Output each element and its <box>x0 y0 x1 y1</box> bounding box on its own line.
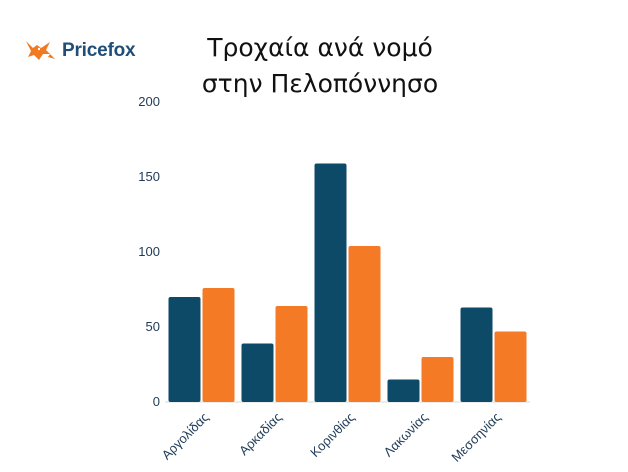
chart-title-line-1: Τροχαία ανά νομό <box>207 33 433 62</box>
y-tick-label: 150 <box>138 169 160 184</box>
brand-name: Pricefox <box>62 40 136 61</box>
bar-series-1-1 <box>168 297 201 402</box>
x-tick-label: Αργολίδας <box>159 410 212 463</box>
bar-series-1-5 <box>460 307 493 402</box>
bar-series-1-4 <box>387 379 420 402</box>
bar-series-2-3 <box>348 246 381 402</box>
x-tick-label: Μεσσηνίας <box>448 410 503 465</box>
bar-series-2-5 <box>494 331 527 402</box>
x-tick-label: Κορινθίας <box>307 410 358 461</box>
chart-title-line-2: στην Πελοπόννησο <box>201 69 439 98</box>
fox-icon <box>26 41 55 60</box>
y-tick-label: 0 <box>153 394 160 409</box>
chart-title: Τροχαία ανά νομό στην Πελοπόννησο <box>170 30 470 102</box>
y-tick-label: 100 <box>138 244 160 259</box>
x-tick-label: Λακωνίας <box>381 410 431 460</box>
bar-series-2-2 <box>275 306 308 402</box>
y-tick-label: 50 <box>146 319 160 334</box>
bar-series-2-4 <box>421 357 454 402</box>
brand-logo: Pricefox <box>24 38 136 64</box>
bar-series-1-2 <box>241 343 274 402</box>
y-tick-label: 200 <box>138 94 160 109</box>
x-tick-label: Αρκαδίας <box>236 410 285 459</box>
bar-series-2-1 <box>202 288 235 402</box>
bar-series-1-3 <box>314 163 347 402</box>
